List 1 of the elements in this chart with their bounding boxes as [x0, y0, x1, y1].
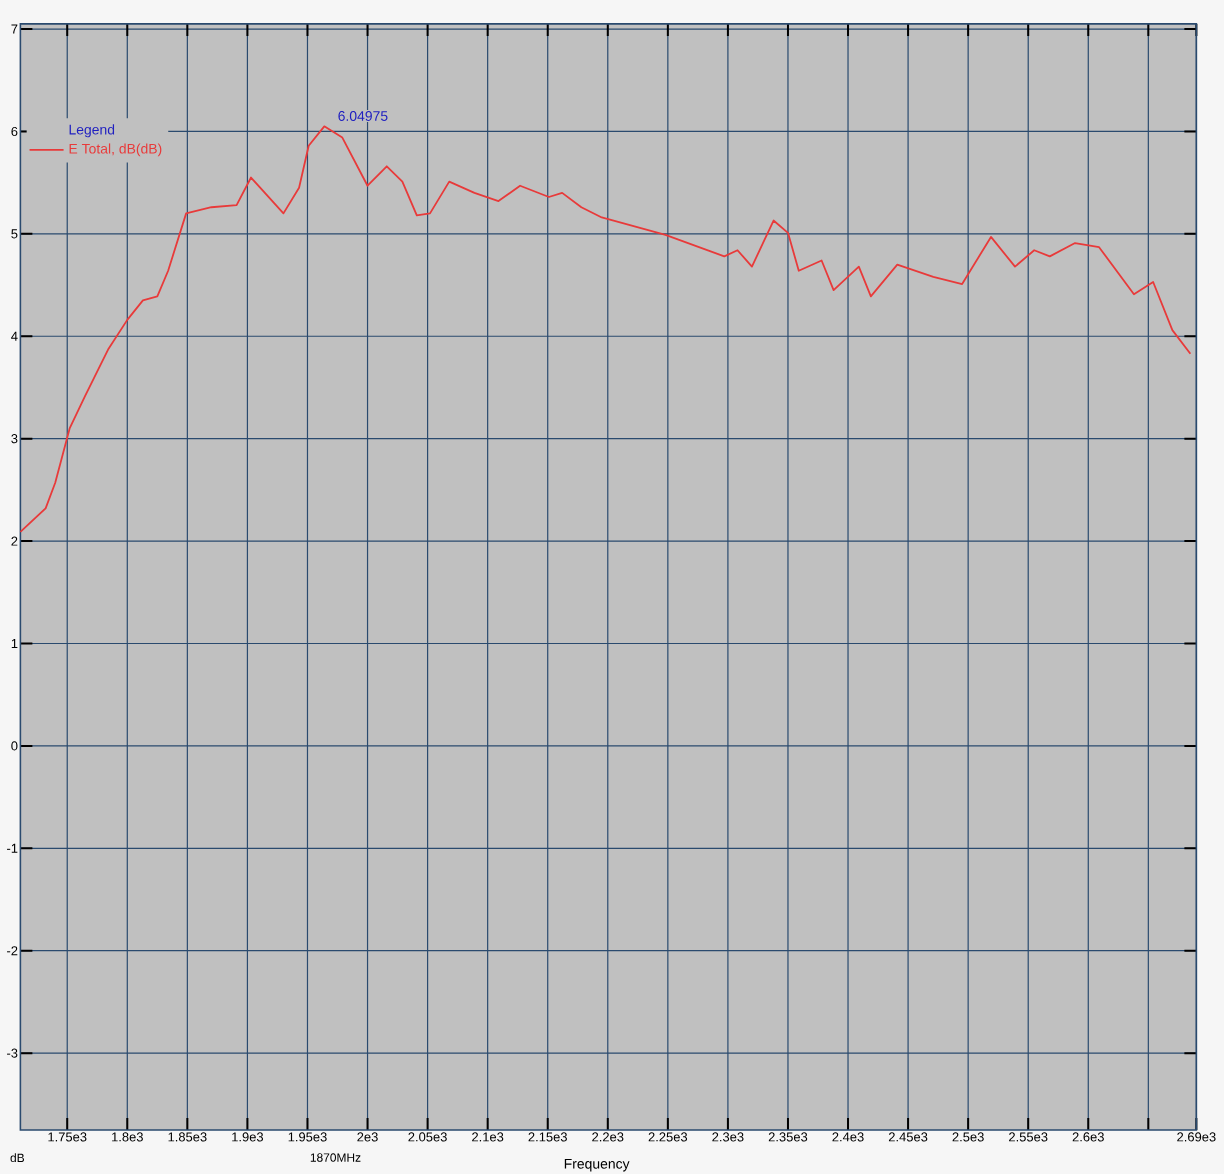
line-series: [19, 125, 1192, 533]
